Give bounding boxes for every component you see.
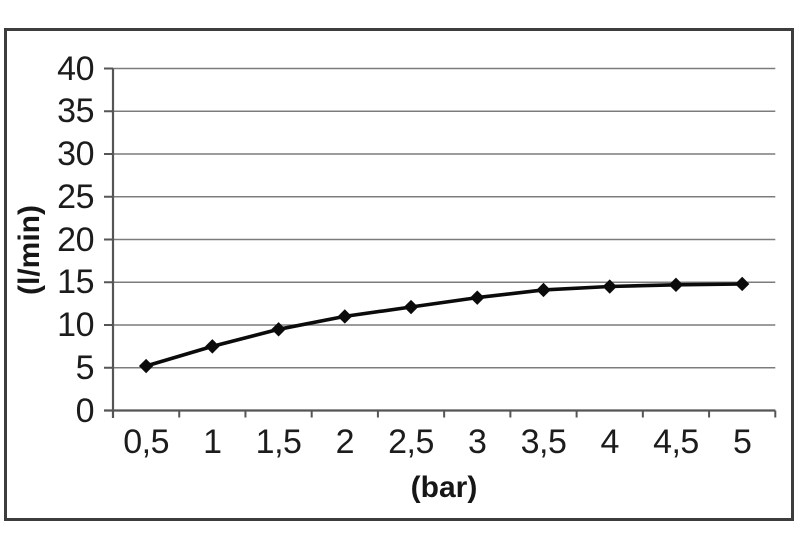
y-tick-label: 20 — [57, 220, 94, 259]
x-tick-label: 3 — [468, 423, 487, 461]
x-tick-label: 2 — [335, 423, 355, 461]
data-point-marker — [470, 290, 485, 305]
y-tick-label: 15 — [57, 263, 94, 302]
y-tick-label: 25 — [57, 177, 94, 216]
data-point-marker — [138, 358, 154, 374]
x-tick-label: 4,5 — [653, 423, 699, 461]
data-point-marker — [668, 277, 684, 293]
data-point-marker — [734, 276, 750, 292]
x-tick-label: 4 — [600, 423, 620, 461]
data-point-marker — [205, 339, 220, 354]
data-point-marker — [536, 282, 551, 298]
data-point-marker — [403, 299, 419, 315]
x-tick-label: 3,5 — [520, 423, 567, 461]
x-tick-label: 2,5 — [388, 423, 434, 461]
x-tick-label: 1,5 — [255, 423, 302, 461]
data-point-marker — [271, 322, 286, 337]
x-tick-label: 1 — [203, 423, 222, 461]
y-tick-label: 40 — [57, 49, 94, 88]
y-tick-label: 35 — [57, 92, 94, 131]
data-point-marker — [337, 309, 353, 324]
y-tick-label: 30 — [57, 135, 94, 173]
x-tick-label: 0,5 — [123, 423, 169, 461]
chart-border-frame — [4, 28, 794, 521]
y-tick-label: 0 — [75, 391, 95, 430]
y-tick-label: 10 — [57, 306, 94, 344]
data-point-marker — [602, 279, 617, 294]
series-line — [145, 282, 743, 368]
x-axis-title: (bar) — [410, 471, 478, 504]
y-axis-title: (l/min) — [13, 205, 46, 295]
y-tick-label: 5 — [75, 348, 95, 387]
x-tick-label: 5 — [732, 423, 752, 461]
